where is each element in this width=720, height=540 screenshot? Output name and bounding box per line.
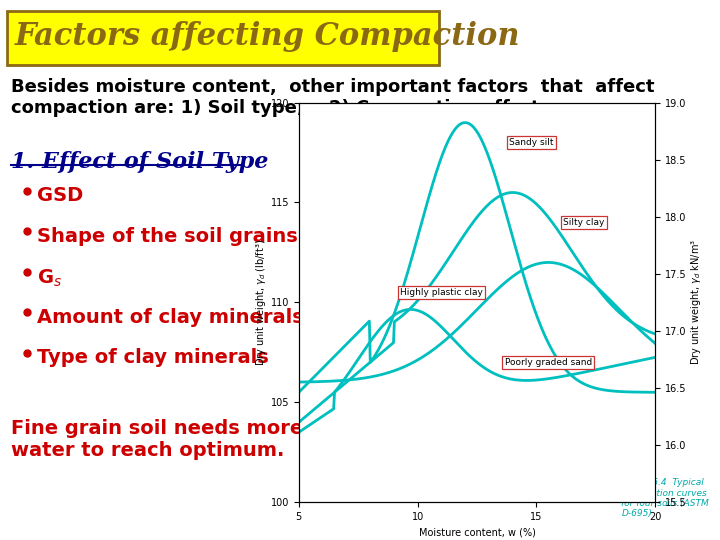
Text: GSD: GSD (37, 186, 84, 205)
Y-axis label: Dry unit weight, $\gamma_d$ kN/m³: Dry unit weight, $\gamma_d$ kN/m³ (689, 239, 703, 366)
Text: Fine grain soil needs more
water to reach optimum.: Fine grain soil needs more water to reac… (11, 418, 303, 460)
FancyBboxPatch shape (7, 11, 439, 65)
Text: Poorly graded sand: Poorly graded sand (505, 358, 592, 367)
Text: Figure 6.4  Typical
compaction curves
for four soils (ASTM
D-695): Figure 6.4 Typical compaction curves for… (621, 478, 709, 518)
Y-axis label: Dry unit weight, $\gamma_d$ (lb/ft³): Dry unit weight, $\gamma_d$ (lb/ft³) (254, 239, 268, 366)
Text: Amount of clay minerals: Amount of clay minerals (37, 308, 304, 327)
Text: 1. Effect of Soil Type: 1. Effect of Soil Type (11, 151, 268, 173)
Text: Silty clay: Silty clay (563, 218, 605, 227)
Text: Highly plastic clay: Highly plastic clay (400, 288, 483, 297)
Text: Factors affecting Compaction: Factors affecting Compaction (14, 21, 520, 52)
Text: G$_s$: G$_s$ (37, 267, 63, 288)
Text: Sandy silt: Sandy silt (509, 138, 554, 147)
Text: Type of clay minerals: Type of clay minerals (37, 348, 269, 367)
Text: Shape of the soil grains: Shape of the soil grains (37, 227, 298, 246)
Text: Besides moisture content,  other important factors  that  affect
compaction are:: Besides moisture content, other importan… (11, 78, 654, 117)
X-axis label: Moisture content, w (%): Moisture content, w (%) (418, 528, 536, 537)
